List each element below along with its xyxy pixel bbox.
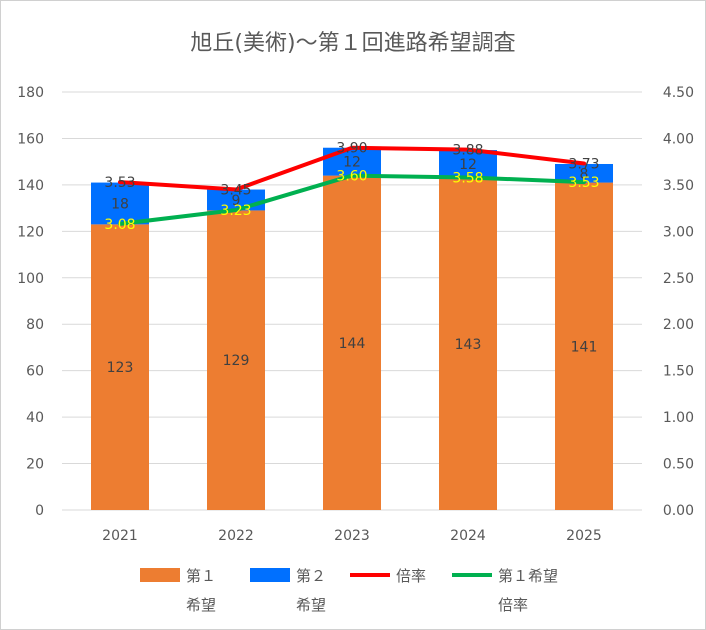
bar-data-label: 12: [343, 155, 361, 171]
line-data-label: 3.88: [452, 143, 483, 159]
x-tick-label: 2021: [102, 528, 138, 544]
bar-data-label: 144: [339, 336, 366, 352]
bar: [91, 182, 149, 225]
x-tick-label: 2023: [334, 528, 370, 544]
legend-label: 第２ 希望: [296, 567, 326, 614]
legend-label-line: 倍率: [498, 596, 528, 614]
y-left-tick-label: 180: [17, 85, 44, 101]
y-left-tick-label: 0: [35, 503, 44, 519]
y-left-tick-label: 20: [26, 457, 44, 473]
bar: [207, 210, 265, 510]
gridlines: [62, 91, 642, 511]
legend-label-line: 第１: [186, 567, 216, 585]
legend-item: 第２ 希望: [250, 567, 326, 614]
bar: [91, 224, 149, 510]
y-right-tick-label: 0.00: [663, 503, 694, 519]
y-right-tick-label: 3.00: [663, 224, 694, 240]
legend-label-line: 第２: [296, 567, 326, 585]
line-data-label: 3.73: [568, 157, 599, 173]
bar-data-label: 143: [455, 337, 482, 353]
legend-label: 倍率: [396, 567, 426, 585]
bar-data-label: 9: [232, 193, 241, 209]
legend-label: 第１希望倍率: [498, 567, 558, 614]
bar: [555, 163, 613, 183]
y-left-tick-label: 160: [17, 131, 44, 147]
bar: [555, 182, 613, 511]
legend-item: 倍率: [350, 567, 426, 585]
legend-item: 第１ 希望: [140, 567, 216, 614]
bar-data-label: 129: [223, 353, 250, 369]
y-right-tick-label: 2.00: [663, 317, 694, 333]
legend-swatch: [250, 568, 290, 582]
x-tick-label: 2024: [450, 528, 486, 544]
y-left-tick-label: 80: [26, 317, 44, 333]
y-left-tick-label: 40: [26, 410, 44, 426]
axes: 0 20 40 60 80 100 120 140 160 180 0.00 0.50 1.00 1.50…: [17, 85, 694, 544]
y-left-tick-label: 100: [17, 271, 44, 287]
series-line: [118, 173, 586, 226]
y-right-tick-label: 2.50: [663, 271, 694, 287]
line-data-label: 3.53: [104, 175, 135, 191]
bar-data-label: 12: [459, 157, 477, 173]
y-left-tick-label: 60: [26, 364, 44, 380]
y-left-tick-label: 140: [17, 178, 44, 194]
legend-swatch: [140, 568, 180, 582]
x-tick-label: 2022: [218, 528, 254, 544]
y-right-tick-label: 3.50: [663, 178, 694, 194]
bar: [439, 177, 497, 510]
y-right-tick-label: 0.50: [663, 457, 694, 473]
y-right-tick-label: 1.50: [663, 364, 694, 380]
legend-label-line: 倍率: [396, 567, 426, 585]
y-right-tick-label: 4.50: [663, 85, 694, 101]
legend-label: 第１ 希望: [186, 567, 216, 614]
bars: [91, 147, 613, 511]
line-data-label: 3.60: [336, 169, 367, 185]
legend-label-line: 希望: [186, 596, 216, 614]
y-right-tick-label: 1.00: [663, 410, 694, 426]
legend-label-line: 第１希望: [498, 567, 558, 585]
y-right-tick-label: 4.00: [663, 131, 694, 147]
line-data-label: 3.58: [452, 170, 483, 186]
line-data-label: 3.53: [568, 175, 599, 191]
line-data-label: 3.23: [220, 203, 251, 219]
bar-data-label: 8: [580, 166, 589, 182]
bar: [323, 175, 381, 510]
x-tick-label: 2025: [566, 528, 602, 544]
line-data-label: 3.45: [220, 183, 251, 199]
line-data-label: 3.90: [336, 141, 367, 157]
line-data-label: 3.08: [104, 217, 135, 233]
legend-item: 第１希望倍率: [452, 567, 558, 614]
y-left-tick-label: 120: [17, 224, 44, 240]
bar-data-label: 123: [107, 360, 134, 376]
series-line: [118, 145, 586, 192]
chart-title: 旭丘(美術)～第１回進路希望調査: [190, 31, 515, 56]
bar-data-label: 141: [571, 339, 598, 355]
bar: [323, 147, 381, 176]
lines: [118, 145, 586, 226]
legend-label-line: 希望: [296, 596, 326, 614]
bar: [439, 150, 497, 178]
bar-data-label: 18: [111, 196, 129, 212]
